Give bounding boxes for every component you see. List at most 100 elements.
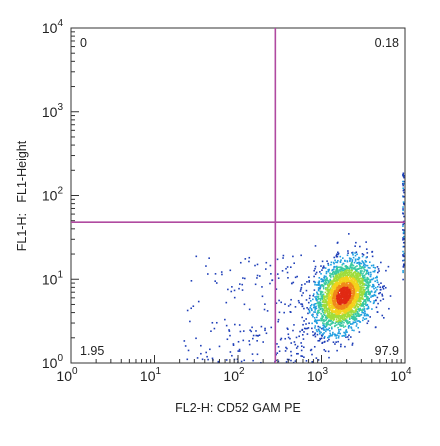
data-point xyxy=(363,268,366,271)
data-point xyxy=(402,225,404,227)
data-point xyxy=(332,275,335,278)
data-point xyxy=(318,339,321,342)
data-point xyxy=(285,361,288,363)
data-point xyxy=(327,286,330,288)
data-point xyxy=(331,268,334,271)
data-point xyxy=(344,272,346,274)
data-point xyxy=(209,348,211,351)
data-point xyxy=(256,277,258,279)
data-point xyxy=(346,275,348,277)
data-point xyxy=(326,308,328,311)
data-point xyxy=(329,309,332,311)
data-point xyxy=(381,314,384,317)
data-point xyxy=(339,328,342,331)
data-point xyxy=(367,286,369,289)
data-point xyxy=(306,327,309,330)
data-point xyxy=(341,267,344,269)
data-point xyxy=(348,272,351,275)
data-point xyxy=(351,297,354,300)
data-point xyxy=(323,313,325,316)
data-point xyxy=(332,273,334,276)
data-point xyxy=(342,276,345,278)
data-point xyxy=(321,319,323,322)
data-point xyxy=(224,318,226,321)
data-point xyxy=(244,258,247,260)
data-point xyxy=(372,270,375,273)
data-point xyxy=(190,307,192,310)
data-point xyxy=(345,269,348,272)
data-point xyxy=(337,311,340,313)
data-point xyxy=(348,334,350,337)
data-point xyxy=(317,298,319,301)
data-point xyxy=(350,304,352,307)
data-point xyxy=(353,315,355,317)
data-point xyxy=(323,320,325,323)
data-point xyxy=(351,279,353,282)
data-point xyxy=(353,292,356,295)
data-point xyxy=(314,273,317,275)
data-point xyxy=(313,333,316,336)
data-point xyxy=(364,276,366,279)
data-point xyxy=(352,280,354,283)
data-point xyxy=(332,261,335,264)
data-point xyxy=(341,335,344,337)
data-point xyxy=(351,299,354,302)
data-point xyxy=(344,333,347,335)
data-point xyxy=(309,294,311,297)
data-point xyxy=(343,286,346,289)
data-point xyxy=(331,309,333,312)
data-point xyxy=(269,282,271,285)
data-point xyxy=(286,347,288,350)
data-point xyxy=(350,312,352,314)
data-point xyxy=(353,318,356,320)
data-point xyxy=(331,269,333,272)
data-point xyxy=(335,324,338,326)
data-point xyxy=(369,279,372,281)
data-point xyxy=(339,309,342,311)
data-point xyxy=(318,281,320,284)
data-point xyxy=(315,321,317,323)
data-point xyxy=(320,293,322,295)
data-point xyxy=(354,275,356,278)
data-point xyxy=(238,287,240,290)
data-point xyxy=(318,329,320,331)
data-point xyxy=(332,310,335,313)
data-point xyxy=(347,285,350,287)
data-point xyxy=(328,311,331,314)
data-point xyxy=(311,327,313,330)
data-point xyxy=(353,261,356,264)
data-point xyxy=(210,330,212,332)
data-point xyxy=(319,271,321,273)
data-point xyxy=(334,316,336,319)
data-point xyxy=(336,299,339,302)
data-point xyxy=(344,279,346,281)
data-point xyxy=(280,337,283,340)
data-point xyxy=(318,309,320,312)
data-point xyxy=(368,299,370,302)
data-point xyxy=(276,273,279,275)
data-point xyxy=(365,256,368,259)
data-point xyxy=(322,324,325,326)
quadrant-label-upper-left: 0 xyxy=(80,36,87,50)
data-point xyxy=(347,286,350,289)
data-point xyxy=(317,293,320,296)
data-point xyxy=(370,273,372,276)
data-point xyxy=(337,253,339,256)
data-point xyxy=(317,304,320,307)
data-point xyxy=(324,280,327,283)
data-point xyxy=(360,313,363,316)
data-point xyxy=(325,316,328,318)
data-point xyxy=(369,284,371,287)
data-point xyxy=(349,311,351,313)
data-point xyxy=(360,298,363,300)
data-point xyxy=(341,283,343,286)
data-point xyxy=(325,296,327,298)
data-point xyxy=(320,337,323,340)
data-point xyxy=(354,258,357,261)
data-point xyxy=(361,310,363,312)
data-point xyxy=(300,303,302,305)
data-point xyxy=(363,308,366,310)
data-point xyxy=(229,351,232,353)
data-point xyxy=(375,276,377,279)
data-point xyxy=(350,284,352,287)
